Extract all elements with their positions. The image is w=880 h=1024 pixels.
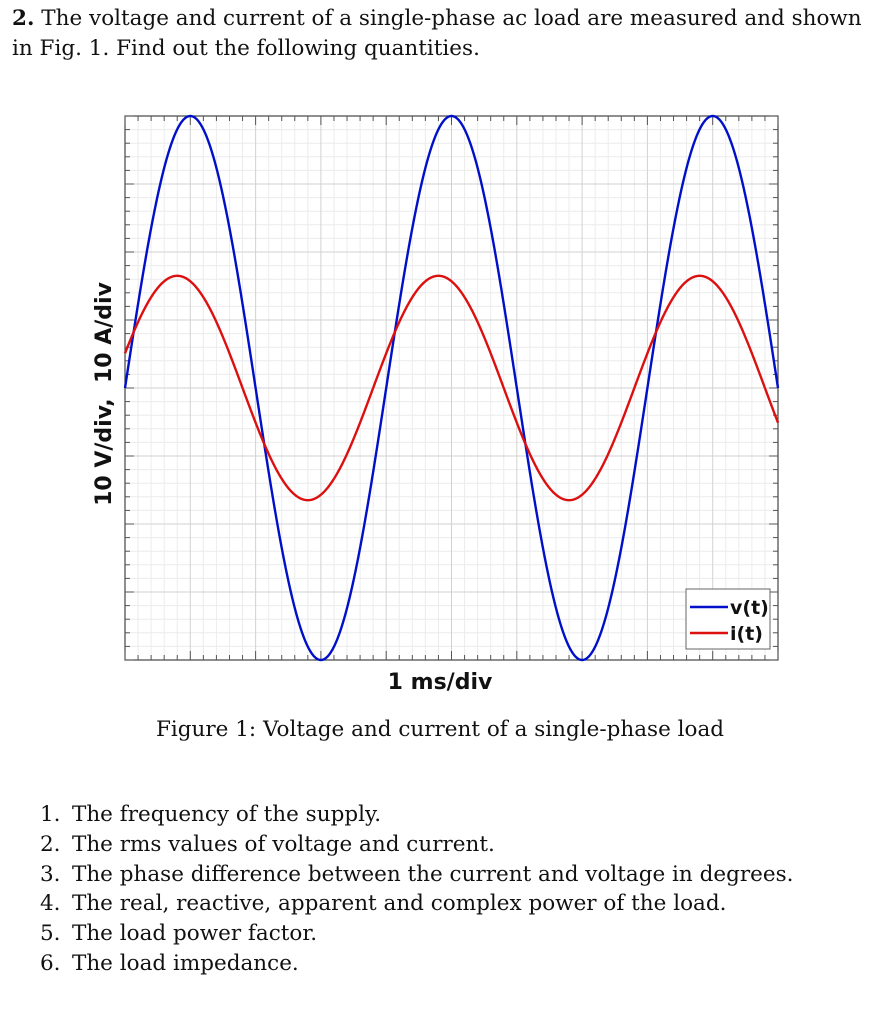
series-line-it (123, 274, 780, 502)
question-number: 2. (40, 831, 61, 857)
figure-caption: Figure 1: Voltage and current of a singl… (155, 717, 725, 742)
question-text: The phase difference between the current… (72, 861, 794, 887)
question-item: 1. The frequency of the supply. (40, 800, 793, 830)
problem-text: The voltage and current of a single-phas… (12, 6, 862, 61)
question-number: 6. (40, 950, 61, 976)
y-axis-label: 10 V/div, 10 A/div (92, 281, 117, 505)
problem-number: 2. (12, 6, 35, 31)
question-item: 4. The real, reactive, apparent and compl… (40, 889, 793, 919)
x-axis-label: 1 ms/div (387, 670, 493, 695)
series-curves (123, 114, 780, 662)
question-number: 3. (40, 861, 61, 887)
question-number: 1. (40, 802, 61, 827)
problem-statement: 2. The voltage and current of a single-p… (12, 4, 868, 64)
legend-label: v(t) (730, 597, 769, 619)
question-item: 5. The load power factor. (40, 919, 793, 949)
question-number: 5. (40, 921, 61, 947)
legend-label: i(t) (730, 623, 763, 645)
question-text: The load power factor. (72, 921, 318, 947)
question-text: The frequency of the supply. (72, 802, 382, 827)
y-axis-label-box: 10 V/div, 10 A/div (92, 281, 117, 505)
question-text: The rms values of voltage and current. (72, 831, 495, 857)
question-item: 2. The rms values of voltage and current. (40, 830, 793, 860)
question-item: 3. The phase difference between the curre… (40, 860, 793, 890)
question-item: 6. The load impedance. (40, 949, 793, 979)
legend-box (685, 588, 771, 650)
question-text: The load impedance. (72, 950, 299, 976)
question-number: 4. (40, 891, 61, 917)
question-text: The real, reactive, apparent and complex… (72, 891, 727, 917)
chart-legend: v(t) i(t) (685, 588, 771, 650)
question-list: 1. The frequency of the supply. 2. The rms… (40, 800, 793, 979)
waveform-chart: v(t) i(t) (123, 114, 780, 662)
axis-ticks (124, 115, 779, 661)
series-line-vt (123, 114, 780, 662)
